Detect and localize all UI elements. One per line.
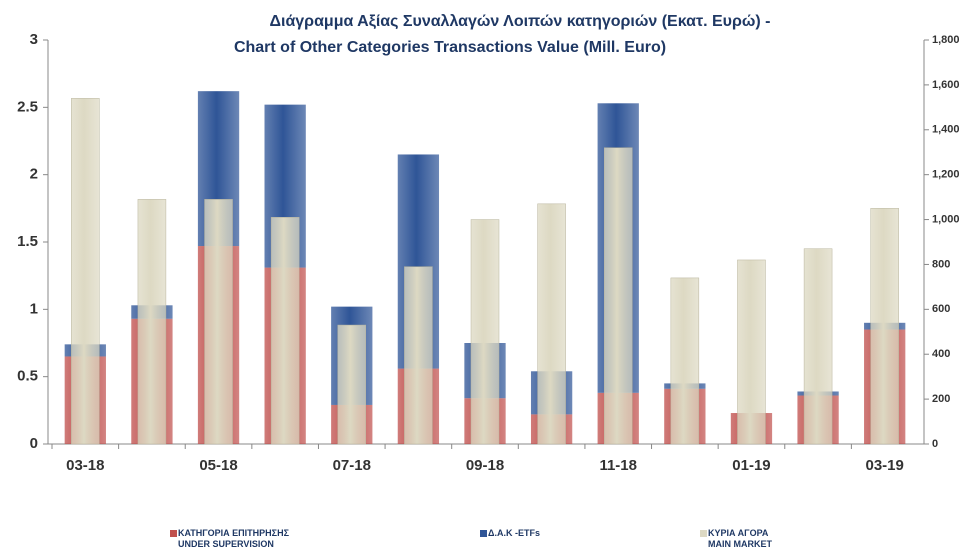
bar bbox=[670, 277, 700, 445]
legend-swatch bbox=[480, 530, 487, 537]
x-tick-label: 01-19 bbox=[732, 457, 770, 474]
legend-swatch bbox=[170, 530, 177, 537]
y-tick-label: 2 bbox=[30, 166, 38, 183]
bar bbox=[337, 324, 367, 445]
y2-tick-label: 1,800 bbox=[932, 34, 960, 46]
x-tick-label: 11-18 bbox=[599, 457, 637, 474]
y2-tick-label: 400 bbox=[932, 348, 950, 360]
y2-tick-label: 0 bbox=[932, 438, 938, 450]
bar bbox=[803, 248, 833, 445]
y-tick-label: 1 bbox=[30, 300, 38, 317]
legend-swatch bbox=[700, 530, 707, 537]
legend-label: ΚΥΡΙΑ ΑΓΟΡΑ MAIN MARKET bbox=[708, 528, 772, 549]
bar bbox=[537, 203, 566, 445]
x-tick-label: 05-18 bbox=[199, 457, 237, 474]
legend-label: Δ.Α.Κ -ETFs bbox=[488, 528, 540, 538]
x-tick-label: 07-18 bbox=[333, 457, 371, 474]
bar bbox=[137, 199, 167, 445]
bar bbox=[870, 208, 899, 445]
legend-label: ΚΑΤΗΓΟΡΙΑ ΕΠΙΤΗΡΗΣΗΣ UNDER SUPERVISION bbox=[178, 528, 289, 549]
y2-tick-label: 1,000 bbox=[932, 213, 960, 225]
y2-tick-label: 200 bbox=[932, 393, 950, 405]
y-tick-label: 3 bbox=[30, 31, 38, 48]
y2-tick-label: 1,200 bbox=[932, 169, 960, 181]
y2-tick-label: 1,400 bbox=[932, 124, 960, 136]
bar bbox=[270, 217, 300, 445]
bar bbox=[204, 199, 233, 445]
y-tick-label: 0 bbox=[30, 435, 38, 452]
bar bbox=[71, 98, 100, 445]
legend-entry: Δ.Α.Κ -ETFs bbox=[480, 528, 540, 539]
legend-entry: ΚΑΤΗΓΟΡΙΑ ΕΠΙΤΗΡΗΣΗΣ UNDER SUPERVISION bbox=[170, 528, 289, 550]
x-tick-label: 09-18 bbox=[466, 457, 504, 474]
bar bbox=[404, 266, 433, 445]
y-tick-label: 0.5 bbox=[17, 368, 38, 385]
x-tick-label: 03-18 bbox=[66, 457, 104, 474]
y2-tick-label: 1,600 bbox=[932, 79, 960, 91]
bar bbox=[603, 147, 633, 445]
chart-title: Διάγραμμα Αξίας Συναλλαγών Λοιπών κατηγο… bbox=[270, 13, 771, 30]
bar bbox=[470, 219, 500, 445]
legend-entry: ΚΥΡΙΑ ΑΓΟΡΑ MAIN MARKET bbox=[700, 528, 772, 550]
y2-tick-label: 800 bbox=[932, 258, 950, 270]
y-tick-label: 2.5 bbox=[17, 98, 38, 115]
bar bbox=[737, 259, 766, 445]
y-tick-label: 1.5 bbox=[17, 233, 38, 250]
legend: ΚΑΤΗΓΟΡΙΑ ΕΠΙΤΗΡΗΣΗΣ UNDER SUPERVISION Δ.… bbox=[0, 528, 974, 557]
x-tick-label: 03-19 bbox=[866, 457, 904, 474]
chart: Διάγραμμα Αξίας Συναλλαγών Λοιπών κατηγο… bbox=[17, 13, 960, 474]
chart-subtitle: Chart of Other Categories Transactions V… bbox=[234, 39, 666, 56]
y2-tick-label: 600 bbox=[932, 303, 950, 315]
